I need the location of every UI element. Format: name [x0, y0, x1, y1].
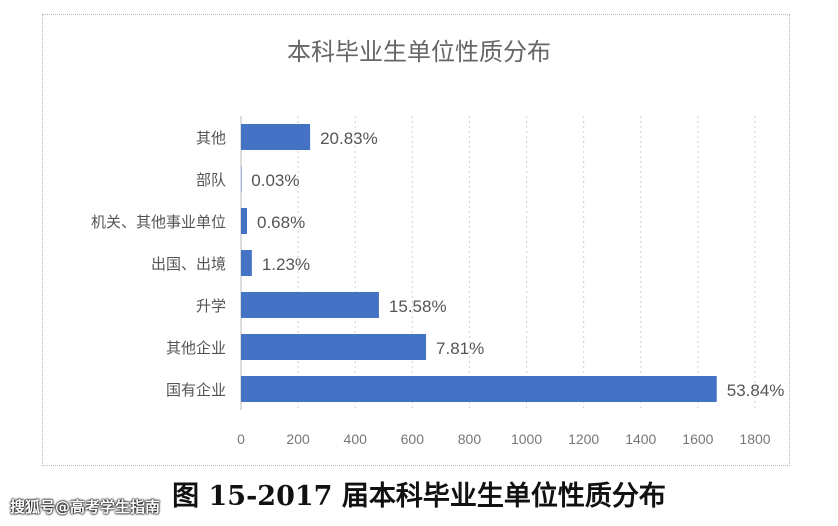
- bar: [241, 166, 242, 192]
- x-tick-label: 1600: [682, 431, 713, 447]
- data-label: 15.58%: [389, 297, 447, 316]
- x-tick-label: 1000: [511, 431, 542, 447]
- bar: [241, 376, 717, 402]
- data-label: 7.81%: [436, 339, 484, 358]
- chart-title: 本科毕业生单位性质分布: [287, 38, 551, 66]
- bar: [241, 124, 311, 150]
- bar: [241, 208, 247, 234]
- category-label: 国有企业: [166, 381, 226, 399]
- x-tick-label: 400: [344, 431, 368, 447]
- x-tick-label: 1800: [739, 431, 770, 447]
- category-label: 升学: [196, 297, 226, 315]
- bar: [241, 292, 379, 318]
- watermark: 搜狐号@高考学生指南: [10, 498, 161, 516]
- data-label: 1.23%: [262, 255, 310, 274]
- x-tick-label: 200: [286, 431, 310, 447]
- data-label: 0.03%: [251, 171, 299, 190]
- data-label: 20.83%: [320, 129, 378, 148]
- data-label: 53.84%: [727, 381, 785, 400]
- category-label: 机关、其他事业单位: [91, 213, 226, 231]
- category-label: 部队: [196, 171, 226, 189]
- x-tick-label: 1400: [625, 431, 656, 447]
- data-label: 0.68%: [257, 213, 305, 232]
- category-label: 出国、出境: [151, 255, 226, 273]
- chart-frame: [42, 14, 790, 466]
- bar: [241, 250, 252, 276]
- category-label: 其他企业: [166, 339, 226, 357]
- x-tick-label: 600: [401, 431, 425, 447]
- figure-caption: 图 15-2017 届本科毕业生单位性质分布: [172, 481, 666, 512]
- bar: [241, 334, 427, 360]
- x-tick-label: 800: [458, 431, 482, 447]
- category-label: 其他: [196, 129, 226, 147]
- x-tick-label: 0: [237, 431, 245, 447]
- x-tick-label: 1200: [568, 431, 599, 447]
